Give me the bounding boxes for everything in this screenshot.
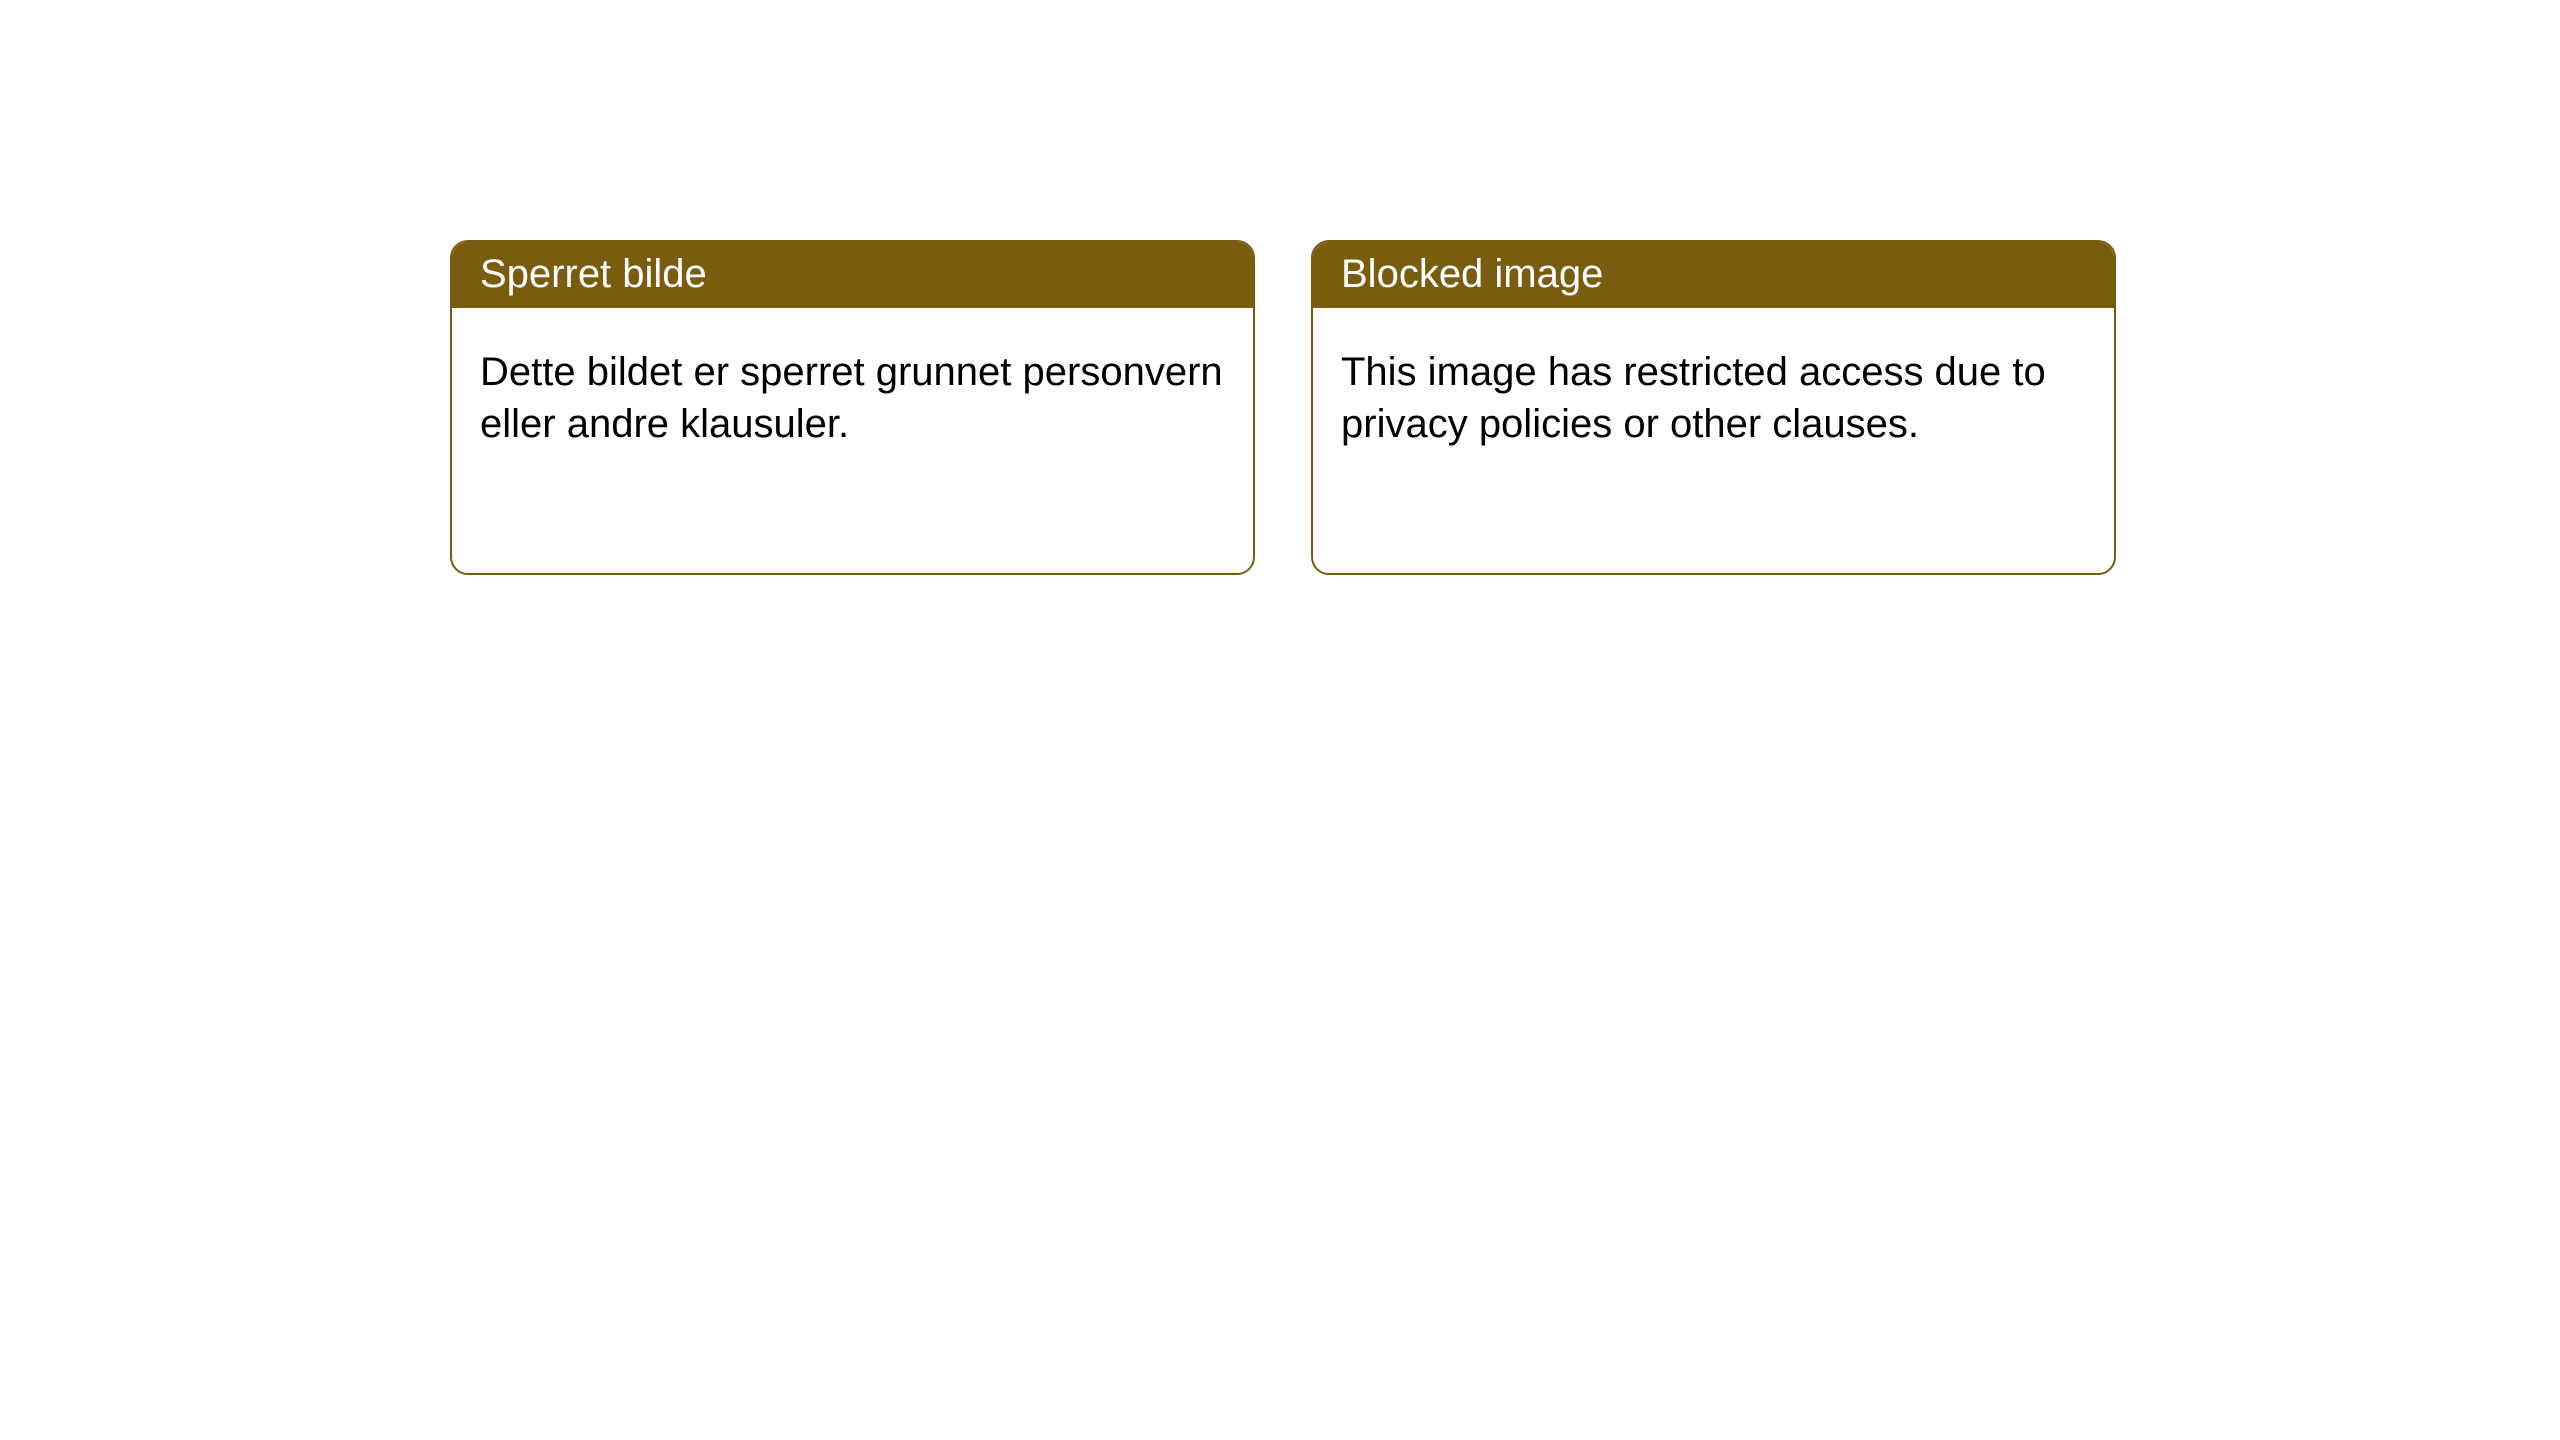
card-body-norwegian: Dette bildet er sperret grunnet personve… <box>452 308 1253 488</box>
card-body-english: This image has restricted access due to … <box>1313 308 2114 488</box>
card-header-norwegian: Sperret bilde <box>452 242 1253 308</box>
card-english: Blocked image This image has restricted … <box>1311 240 2116 575</box>
card-header-english: Blocked image <box>1313 242 2114 308</box>
card-norwegian: Sperret bilde Dette bildet er sperret gr… <box>450 240 1255 575</box>
cards-container: Sperret bilde Dette bildet er sperret gr… <box>0 0 2560 575</box>
